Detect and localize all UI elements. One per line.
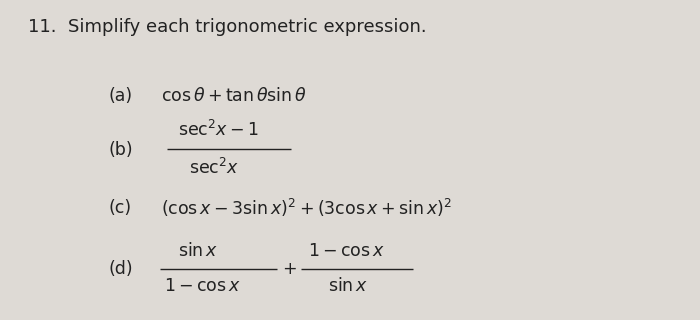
Text: $1 - \cos x$: $1 - \cos x$	[308, 242, 385, 260]
Text: $\sin x$: $\sin x$	[328, 277, 368, 295]
Text: $1 - \cos x$: $1 - \cos x$	[164, 277, 242, 295]
Text: 11.  Simplify each trigonometric expression.: 11. Simplify each trigonometric expressi…	[28, 18, 426, 36]
Text: (b): (b)	[108, 141, 133, 159]
Text: $\sin x$: $\sin x$	[178, 242, 218, 260]
Text: (c): (c)	[108, 199, 132, 217]
Text: (d): (d)	[108, 260, 133, 278]
Text: $\mathrm{sec}^2 x - 1$: $\mathrm{sec}^2 x - 1$	[178, 120, 259, 140]
Text: $(\cos x - 3\sin x)^2 + (3\cos x + \sin x)^2$: $(\cos x - 3\sin x)^2 + (3\cos x + \sin …	[161, 197, 452, 219]
Text: $\mathrm{sec}^2 x$: $\mathrm{sec}^2 x$	[189, 158, 239, 178]
Text: (a): (a)	[108, 87, 132, 105]
Text: $+$: $+$	[282, 260, 297, 278]
Text: $\cos\theta + \tan\theta\sin\theta$: $\cos\theta + \tan\theta\sin\theta$	[161, 87, 307, 105]
